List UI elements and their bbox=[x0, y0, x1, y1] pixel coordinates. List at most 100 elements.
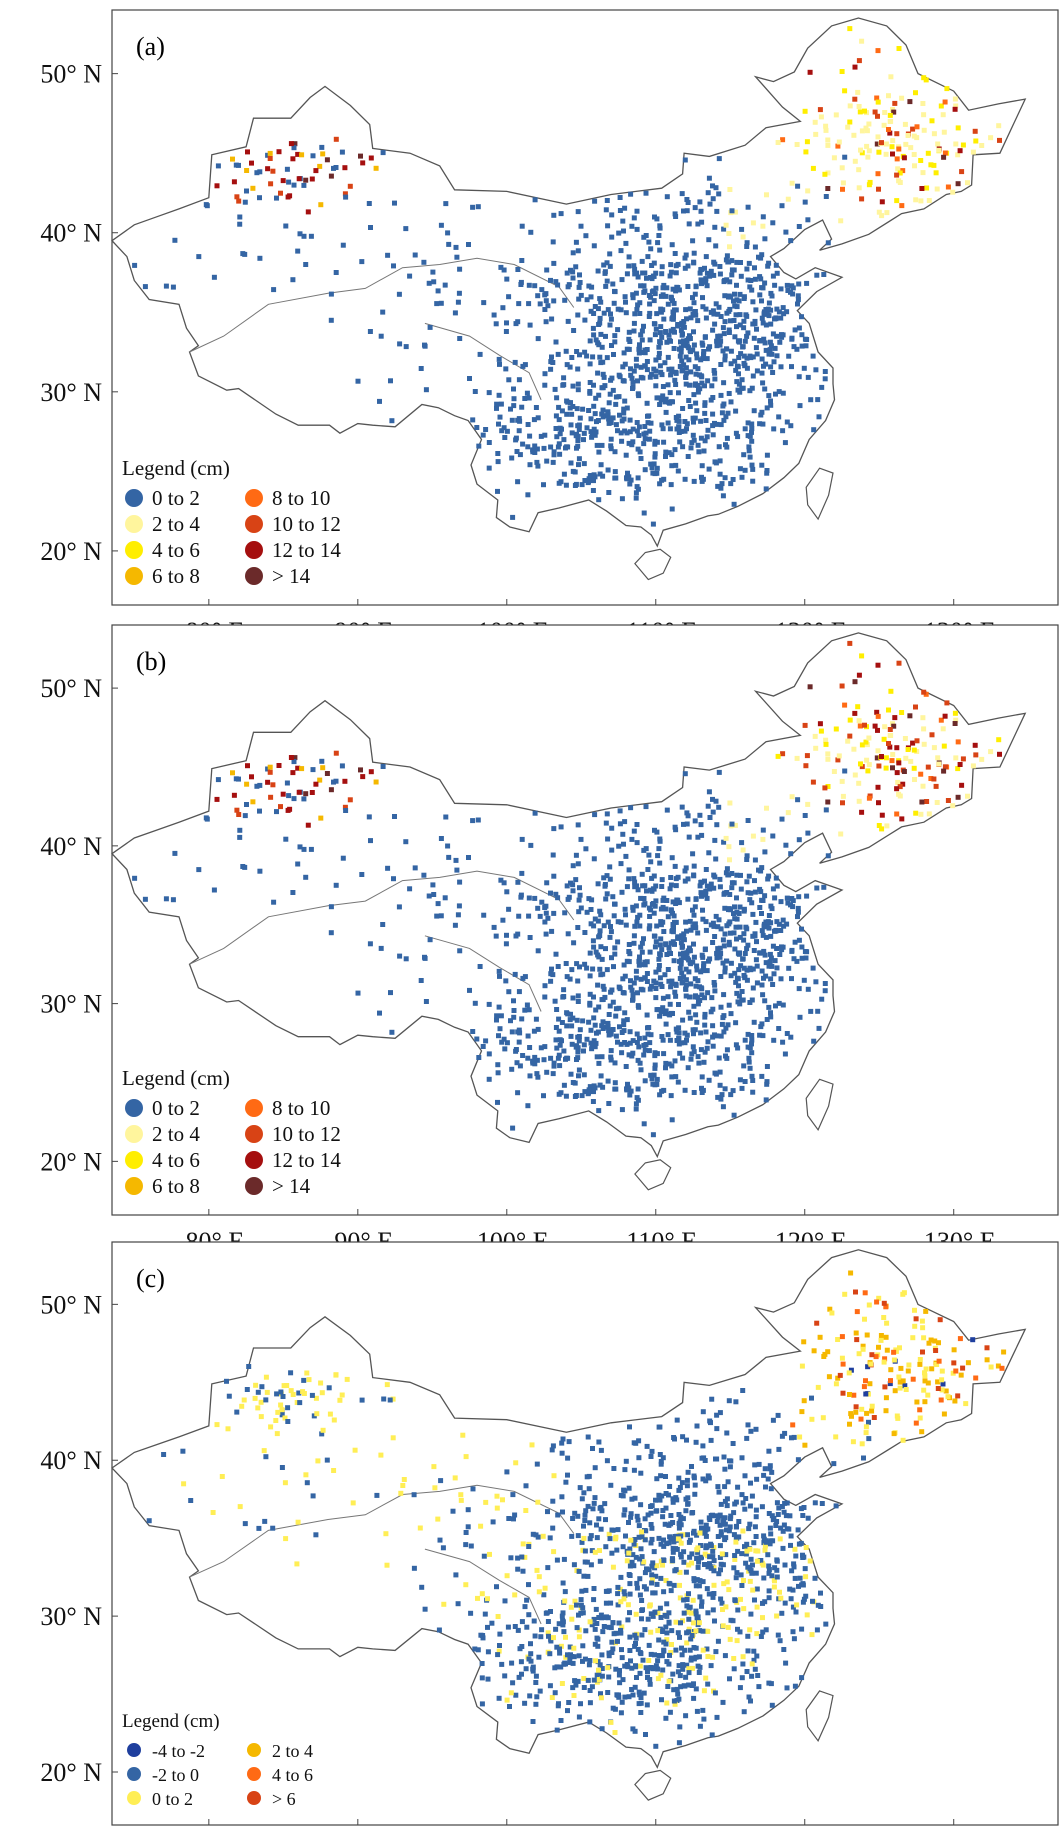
station-marker bbox=[957, 148, 963, 154]
station-marker bbox=[299, 152, 305, 158]
station-marker bbox=[672, 1436, 677, 1442]
station-marker bbox=[782, 440, 788, 446]
station-marker bbox=[599, 1652, 605, 1658]
station-marker bbox=[503, 329, 509, 334]
station-marker bbox=[249, 160, 254, 166]
station-marker bbox=[558, 1718, 564, 1723]
station-marker bbox=[887, 744, 893, 750]
station-marker bbox=[535, 336, 541, 342]
station-marker bbox=[925, 1380, 931, 1386]
station-marker bbox=[657, 838, 663, 844]
station-marker bbox=[642, 1516, 648, 1522]
station-marker bbox=[791, 1434, 797, 1440]
station-marker bbox=[634, 840, 640, 846]
station-marker bbox=[576, 284, 582, 290]
station-marker bbox=[810, 779, 816, 785]
station-marker bbox=[860, 1346, 866, 1352]
station-marker bbox=[522, 1554, 528, 1560]
station-marker bbox=[454, 254, 460, 260]
station-marker bbox=[657, 247, 663, 253]
station-marker bbox=[702, 1014, 708, 1020]
station-marker bbox=[960, 756, 966, 762]
station-marker bbox=[883, 1395, 889, 1401]
station-marker bbox=[641, 936, 646, 942]
station-marker bbox=[717, 1410, 723, 1416]
station-marker bbox=[744, 1435, 750, 1441]
station-marker bbox=[945, 1394, 951, 1400]
station-marker bbox=[267, 769, 273, 775]
station-marker bbox=[582, 961, 588, 967]
station-marker bbox=[615, 919, 621, 925]
station-marker bbox=[603, 333, 608, 339]
station-marker bbox=[693, 1608, 699, 1614]
station-marker bbox=[618, 307, 624, 313]
station-marker bbox=[736, 381, 742, 387]
station-marker bbox=[738, 963, 744, 969]
station-marker bbox=[652, 441, 658, 447]
station-marker bbox=[442, 282, 448, 288]
station-marker bbox=[602, 270, 608, 276]
station-marker bbox=[545, 1565, 551, 1571]
station-marker bbox=[497, 414, 503, 420]
station-marker bbox=[726, 1002, 732, 1008]
station-marker bbox=[661, 1087, 667, 1093]
station-marker bbox=[480, 1633, 486, 1638]
station-marker bbox=[520, 1541, 526, 1547]
station-marker bbox=[542, 371, 548, 377]
station-marker bbox=[737, 1077, 743, 1083]
station-marker bbox=[744, 857, 750, 862]
station-marker bbox=[652, 1609, 658, 1615]
station-marker bbox=[236, 162, 241, 168]
station-marker bbox=[897, 793, 903, 799]
station-marker bbox=[596, 1671, 602, 1677]
station-marker bbox=[640, 1657, 646, 1663]
station-marker bbox=[598, 462, 604, 468]
station-marker bbox=[714, 1412, 720, 1418]
station-marker bbox=[656, 233, 662, 238]
station-marker bbox=[684, 1037, 689, 1043]
station-marker bbox=[691, 1031, 696, 1037]
station-marker bbox=[639, 1598, 645, 1603]
station-marker bbox=[623, 299, 628, 305]
station-marker bbox=[690, 1027, 696, 1033]
station-marker bbox=[524, 1597, 530, 1603]
station-marker bbox=[652, 451, 658, 457]
station-marker bbox=[766, 1004, 772, 1010]
station-marker bbox=[577, 1485, 583, 1491]
station-marker bbox=[804, 139, 810, 145]
station-marker bbox=[440, 1545, 446, 1551]
station-marker bbox=[778, 1525, 784, 1531]
station-marker bbox=[696, 998, 701, 1004]
station-marker bbox=[679, 804, 685, 810]
station-marker bbox=[555, 1512, 561, 1518]
station-marker bbox=[750, 911, 756, 917]
station-marker bbox=[749, 1037, 755, 1043]
station-marker bbox=[366, 201, 372, 206]
station-marker bbox=[698, 208, 704, 214]
station-marker bbox=[678, 1620, 683, 1626]
station-marker bbox=[688, 1636, 694, 1642]
station-marker bbox=[876, 186, 881, 192]
station-marker bbox=[739, 1551, 745, 1557]
station-marker bbox=[698, 890, 704, 896]
station-marker bbox=[475, 1647, 481, 1653]
station-marker bbox=[762, 998, 768, 1004]
station-marker bbox=[789, 283, 795, 289]
station-marker bbox=[618, 248, 624, 254]
station-marker bbox=[595, 1643, 601, 1649]
station-marker bbox=[714, 338, 720, 344]
station-marker bbox=[693, 1628, 699, 1634]
station-marker bbox=[809, 1395, 814, 1401]
station-marker bbox=[291, 145, 297, 151]
station-marker bbox=[234, 1409, 240, 1415]
station-marker bbox=[869, 1352, 875, 1358]
station-marker bbox=[744, 1541, 750, 1547]
station-marker bbox=[553, 279, 559, 285]
station-marker bbox=[505, 1624, 511, 1630]
station-marker bbox=[641, 283, 647, 289]
station-marker bbox=[666, 366, 672, 372]
station-marker bbox=[613, 1013, 619, 1019]
station-marker bbox=[347, 183, 353, 189]
station-marker bbox=[541, 482, 546, 488]
station-marker bbox=[581, 1490, 587, 1496]
